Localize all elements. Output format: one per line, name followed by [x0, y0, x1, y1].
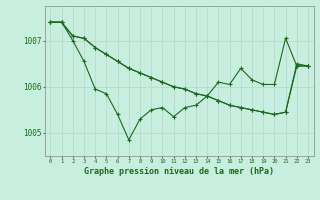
- X-axis label: Graphe pression niveau de la mer (hPa): Graphe pression niveau de la mer (hPa): [84, 167, 274, 176]
